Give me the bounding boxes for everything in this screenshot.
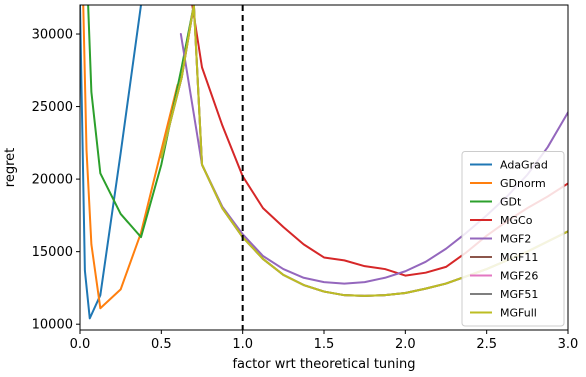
legend-label-mgco: MGCo bbox=[500, 214, 533, 227]
x-tick-label: 0.5 bbox=[151, 337, 172, 352]
x-tick-label: 3.0 bbox=[558, 337, 579, 352]
x-tick-label: 2.0 bbox=[395, 337, 416, 352]
legend-label-gdnorm: GDnorm bbox=[500, 177, 546, 190]
x-axis-label: factor wrt theoretical tuning bbox=[232, 357, 415, 372]
x-tick-label: 2.5 bbox=[476, 337, 497, 352]
legend-label-mgf26: MGF26 bbox=[500, 270, 538, 283]
y-tick-label: 10000 bbox=[32, 318, 73, 333]
series-line-gdnorm bbox=[82, 5, 179, 310]
legend-label-mgfull: MGFull bbox=[500, 307, 537, 320]
y-axis-label: regret bbox=[3, 148, 18, 187]
y-tick-label: 30000 bbox=[32, 28, 73, 43]
x-tick-label: 1.0 bbox=[232, 337, 253, 352]
x-tick-label: 0.0 bbox=[70, 337, 91, 352]
x-axis-ticks: 0.0 0.5 1.0 1.5 2.0 2.5 3.0 bbox=[70, 330, 579, 352]
series-line-gdt bbox=[87, 5, 195, 239]
legend-label-adagrad: AdaGrad bbox=[500, 159, 548, 172]
y-tick-label: 15000 bbox=[32, 245, 73, 260]
legend: AdaGrad GDnorm GDt MGCo MGF2 MGF11 MGF26 MGF51 M… bbox=[461, 151, 565, 327]
y-tick-label: 25000 bbox=[32, 100, 73, 115]
legend-label-gdt: GDt bbox=[500, 196, 522, 209]
series-line-adagrad bbox=[80, 5, 142, 320]
legend-label-mgf2: MGF2 bbox=[500, 233, 531, 246]
y-tick-label: 20000 bbox=[32, 173, 73, 188]
y-axis-ticks: 10000 15000 20000 25000 30000 bbox=[32, 28, 80, 333]
legend-label-mgf11: MGF11 bbox=[500, 251, 538, 264]
legend-label-mgf51: MGF51 bbox=[500, 288, 538, 301]
x-tick-label: 1.5 bbox=[314, 337, 335, 352]
legend-box bbox=[461, 151, 565, 327]
